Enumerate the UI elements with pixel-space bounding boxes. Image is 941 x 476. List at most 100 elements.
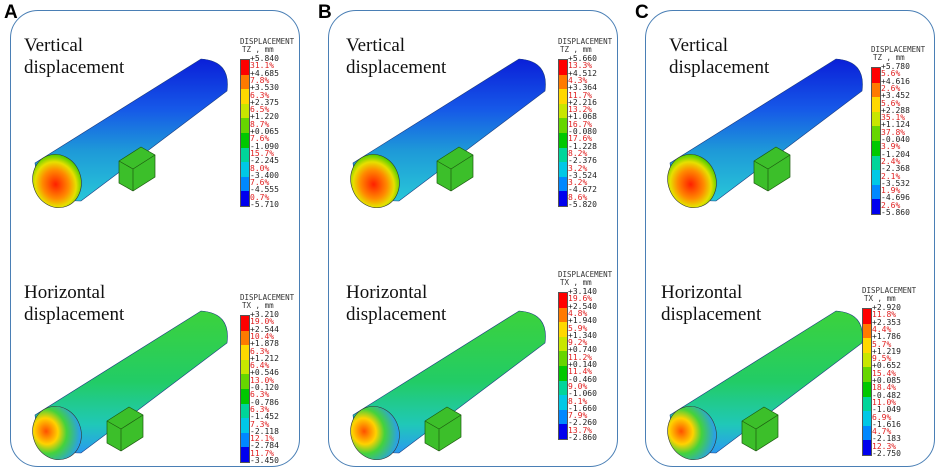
legend-value: -2.750: [872, 449, 901, 458]
vertical-title: Vertical displacement: [346, 35, 447, 78]
color-scale-band: [872, 170, 880, 185]
legend-value: +3.530: [250, 83, 279, 93]
legend-unit: TX , mm: [864, 294, 896, 303]
color-scale-band: [241, 374, 249, 389]
legend-percent: 5.7%: [872, 339, 892, 349]
legend-value: +1.212: [250, 353, 279, 363]
legend-value: -1.228: [568, 141, 597, 151]
color-scale-band: [241, 191, 249, 206]
legend-percent: 4.3%: [568, 75, 588, 85]
legend-percent: 6.3%: [250, 346, 270, 356]
legend-value: -1.090: [250, 141, 279, 151]
legend-value: -1.204: [881, 149, 910, 159]
horizontal-title: Horizontal displacement: [24, 282, 125, 325]
legend-value: -3.532: [881, 178, 910, 188]
color-scale-band: [872, 184, 880, 200]
legend-percent: 0.7%: [250, 192, 270, 202]
legend-percent: 6.5%: [250, 105, 270, 115]
legend-value: +2.353: [872, 317, 901, 327]
color-scale-band: [559, 191, 567, 206]
color-scale-band: [863, 425, 871, 441]
legend-percent: 19.6%: [568, 294, 593, 304]
legend-percent: 5.6%: [881, 98, 901, 108]
panel-label-b: B: [318, 2, 332, 23]
color-scale-bar: [871, 67, 881, 215]
color-scale-band: [559, 395, 567, 410]
color-scale-band: [559, 176, 567, 192]
horizontal-title: Horizontal displacement: [346, 282, 447, 325]
legend-percent: 8.2%: [568, 148, 588, 158]
legend-value: +5.660: [568, 54, 597, 63]
color-scale-band: [559, 132, 567, 148]
tunnel-end-face: [350, 154, 400, 208]
color-scale-band: [241, 359, 249, 375]
legend-value: -2.376: [568, 156, 597, 166]
color-scale-band: [241, 103, 249, 119]
legend-percent: 12.3%: [872, 441, 897, 451]
legend-value: -1.060: [568, 389, 597, 399]
legend-value: +3.140: [568, 287, 597, 296]
legend-percent: 7.3%: [250, 419, 270, 429]
legend-percent: 19.0%: [250, 317, 275, 327]
legend-percent: 15.7%: [250, 148, 275, 158]
vertical-legend: DISPLACEMENT TZ , mm +5.840 +4.685 +3.530 +2.…: [240, 38, 310, 209]
color-scale-band: [872, 126, 880, 141]
legend-percent: 10.4%: [250, 331, 275, 341]
branch-duct: [118, 146, 156, 192]
color-scale-band: [241, 118, 249, 133]
legend-percent: 4.7%: [872, 427, 892, 437]
legend-value: +4.685: [250, 68, 279, 78]
color-scale-band: [863, 367, 871, 382]
legend-value: -3.450: [250, 456, 279, 465]
vertical-legend: DISPLACEMENT TZ , mm +5.660 +4.512 +3.364 +2.…: [558, 38, 628, 209]
legend-percent: 37.8%: [881, 127, 906, 137]
color-scale-band: [559, 380, 567, 396]
color-scale-band: [872, 82, 880, 98]
legend-percent: 11.8%: [872, 310, 897, 320]
legend-value: -2.260: [568, 418, 597, 428]
vertical-title: Vertical displacement: [24, 35, 125, 78]
color-scale-band: [559, 351, 567, 366]
color-scale-band: [872, 68, 880, 83]
legend-percent: 6.4%: [250, 361, 270, 371]
color-scale-band: [241, 388, 249, 404]
branch-duct: [106, 406, 144, 452]
legend-value: +2.216: [568, 97, 597, 107]
color-scale-band: [241, 432, 249, 448]
legend-value: -5.860: [881, 208, 910, 217]
panel-b: Vertical displacement DISPLACEMENT TZ , m…: [328, 10, 618, 467]
legend-value: +1.940: [568, 316, 597, 326]
legend-percent: 12.1%: [250, 434, 275, 444]
legend-value: +1.786: [872, 332, 901, 342]
legend-value: +1.340: [568, 330, 597, 340]
color-scale-band: [241, 132, 249, 148]
branch-duct-edges: [753, 154, 791, 191]
color-scale-band: [559, 103, 567, 119]
legend-value: -1.049: [872, 405, 901, 415]
legend-title: DISPLACEMENT: [240, 37, 295, 46]
legend-percent: 13.2%: [568, 105, 593, 115]
legend-value: +0.740: [568, 345, 597, 355]
horizontal-tunnel-model: [350, 310, 546, 460]
legend-value: -1.660: [568, 403, 597, 413]
tunnel-end-face: [667, 406, 717, 460]
color-scale-band: [863, 352, 871, 368]
color-scale-band: [863, 440, 871, 455]
legend-unit: TZ , mm: [560, 45, 592, 54]
color-scale-band: [241, 418, 249, 433]
legend-percent: 3.2%: [568, 178, 588, 188]
legend-percent: 15.4%: [872, 368, 897, 378]
color-scale-band: [872, 97, 880, 112]
legend-value: +0.065: [250, 127, 279, 136]
color-scale-band: [559, 162, 567, 177]
legend-percent: 9.2%: [568, 338, 588, 348]
legend-value: +2.920: [872, 303, 901, 312]
color-scale-band: [872, 140, 880, 156]
legend-value: +4.512: [568, 68, 597, 78]
legend-percent: 18.4%: [872, 383, 897, 393]
legend-value: -0.482: [872, 390, 901, 400]
legend-value: +2.544: [250, 324, 279, 334]
legend-value: +3.364: [568, 83, 597, 93]
vertical-tunnel-model: [667, 58, 863, 208]
horizontal-tunnel-model: [32, 310, 228, 460]
